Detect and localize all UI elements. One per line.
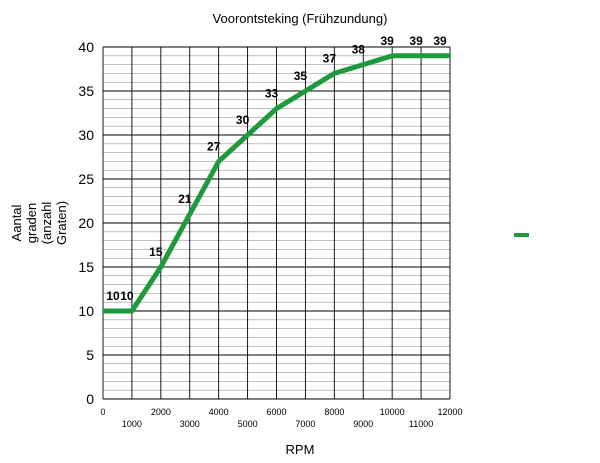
data-label: 33 (265, 87, 279, 101)
data-label: 10 (106, 289, 120, 303)
data-label: 21 (178, 192, 192, 206)
y-axis-label-line: (anzahl (39, 202, 54, 245)
data-label: 38 (352, 43, 366, 57)
data-label: 39 (380, 34, 394, 48)
x-tick-label: 6000 (266, 407, 286, 417)
x-tick-label: 0 (100, 407, 105, 417)
data-label: 37 (323, 51, 337, 65)
data-label: 30 (236, 113, 250, 127)
data-label: 10 (120, 289, 134, 303)
data-labels: 10 10 15 21 27 30 33 35 37 38 39 39 39 (106, 34, 447, 303)
x-tick-label: 10000 (380, 407, 405, 417)
data-label: 39 (409, 34, 423, 48)
y-tick-label: 5 (86, 347, 94, 363)
x-tick-label: 2000 (151, 407, 171, 417)
y-tick-label: 10 (78, 303, 94, 319)
x-tick-label: 5000 (238, 419, 258, 429)
x-tick-label: 12000 (437, 407, 462, 417)
data-label: 15 (149, 245, 163, 259)
y-tick-label: 15 (78, 259, 94, 275)
y-tick-label: 25 (78, 171, 94, 187)
x-tick-labels: 0 1000 2000 3000 4000 5000 6000 7000 8000 9000 100… (100, 407, 462, 429)
x-tick-label: 7000 (295, 419, 315, 429)
y-axis-label-line: Aantal (9, 204, 24, 241)
y-axis-label-line: graden (24, 203, 39, 243)
y-tick-label: 35 (78, 83, 94, 99)
y-tick-label: 20 (78, 215, 94, 231)
x-tick-label: 4000 (209, 407, 229, 417)
y-tick-label: 30 (78, 127, 94, 143)
y-tick-labels: 0 5 10 15 20 25 30 35 40 (78, 39, 94, 407)
grid (102, 46, 451, 400)
data-label: 27 (207, 139, 221, 153)
y-axis-label-line: Graten) (54, 201, 69, 245)
chart-title: Voorontsteking (Frühzundung) (213, 11, 388, 26)
x-axis-label: RPM (286, 442, 315, 457)
y-tick-label: 0 (86, 391, 94, 407)
x-tick-label: 11000 (409, 419, 433, 429)
x-tick-label: 1000 (122, 419, 142, 429)
y-axis-label: Aantal graden (anzahl Graten) (9, 201, 69, 245)
series-line (103, 53, 450, 314)
y-tick-label: 40 (78, 39, 94, 55)
x-tick-label: 3000 (180, 419, 200, 429)
x-tick-label: 9000 (353, 419, 373, 429)
data-label: 39 (433, 34, 447, 48)
x-tick-label: 8000 (324, 407, 344, 417)
data-label: 35 (294, 69, 308, 83)
